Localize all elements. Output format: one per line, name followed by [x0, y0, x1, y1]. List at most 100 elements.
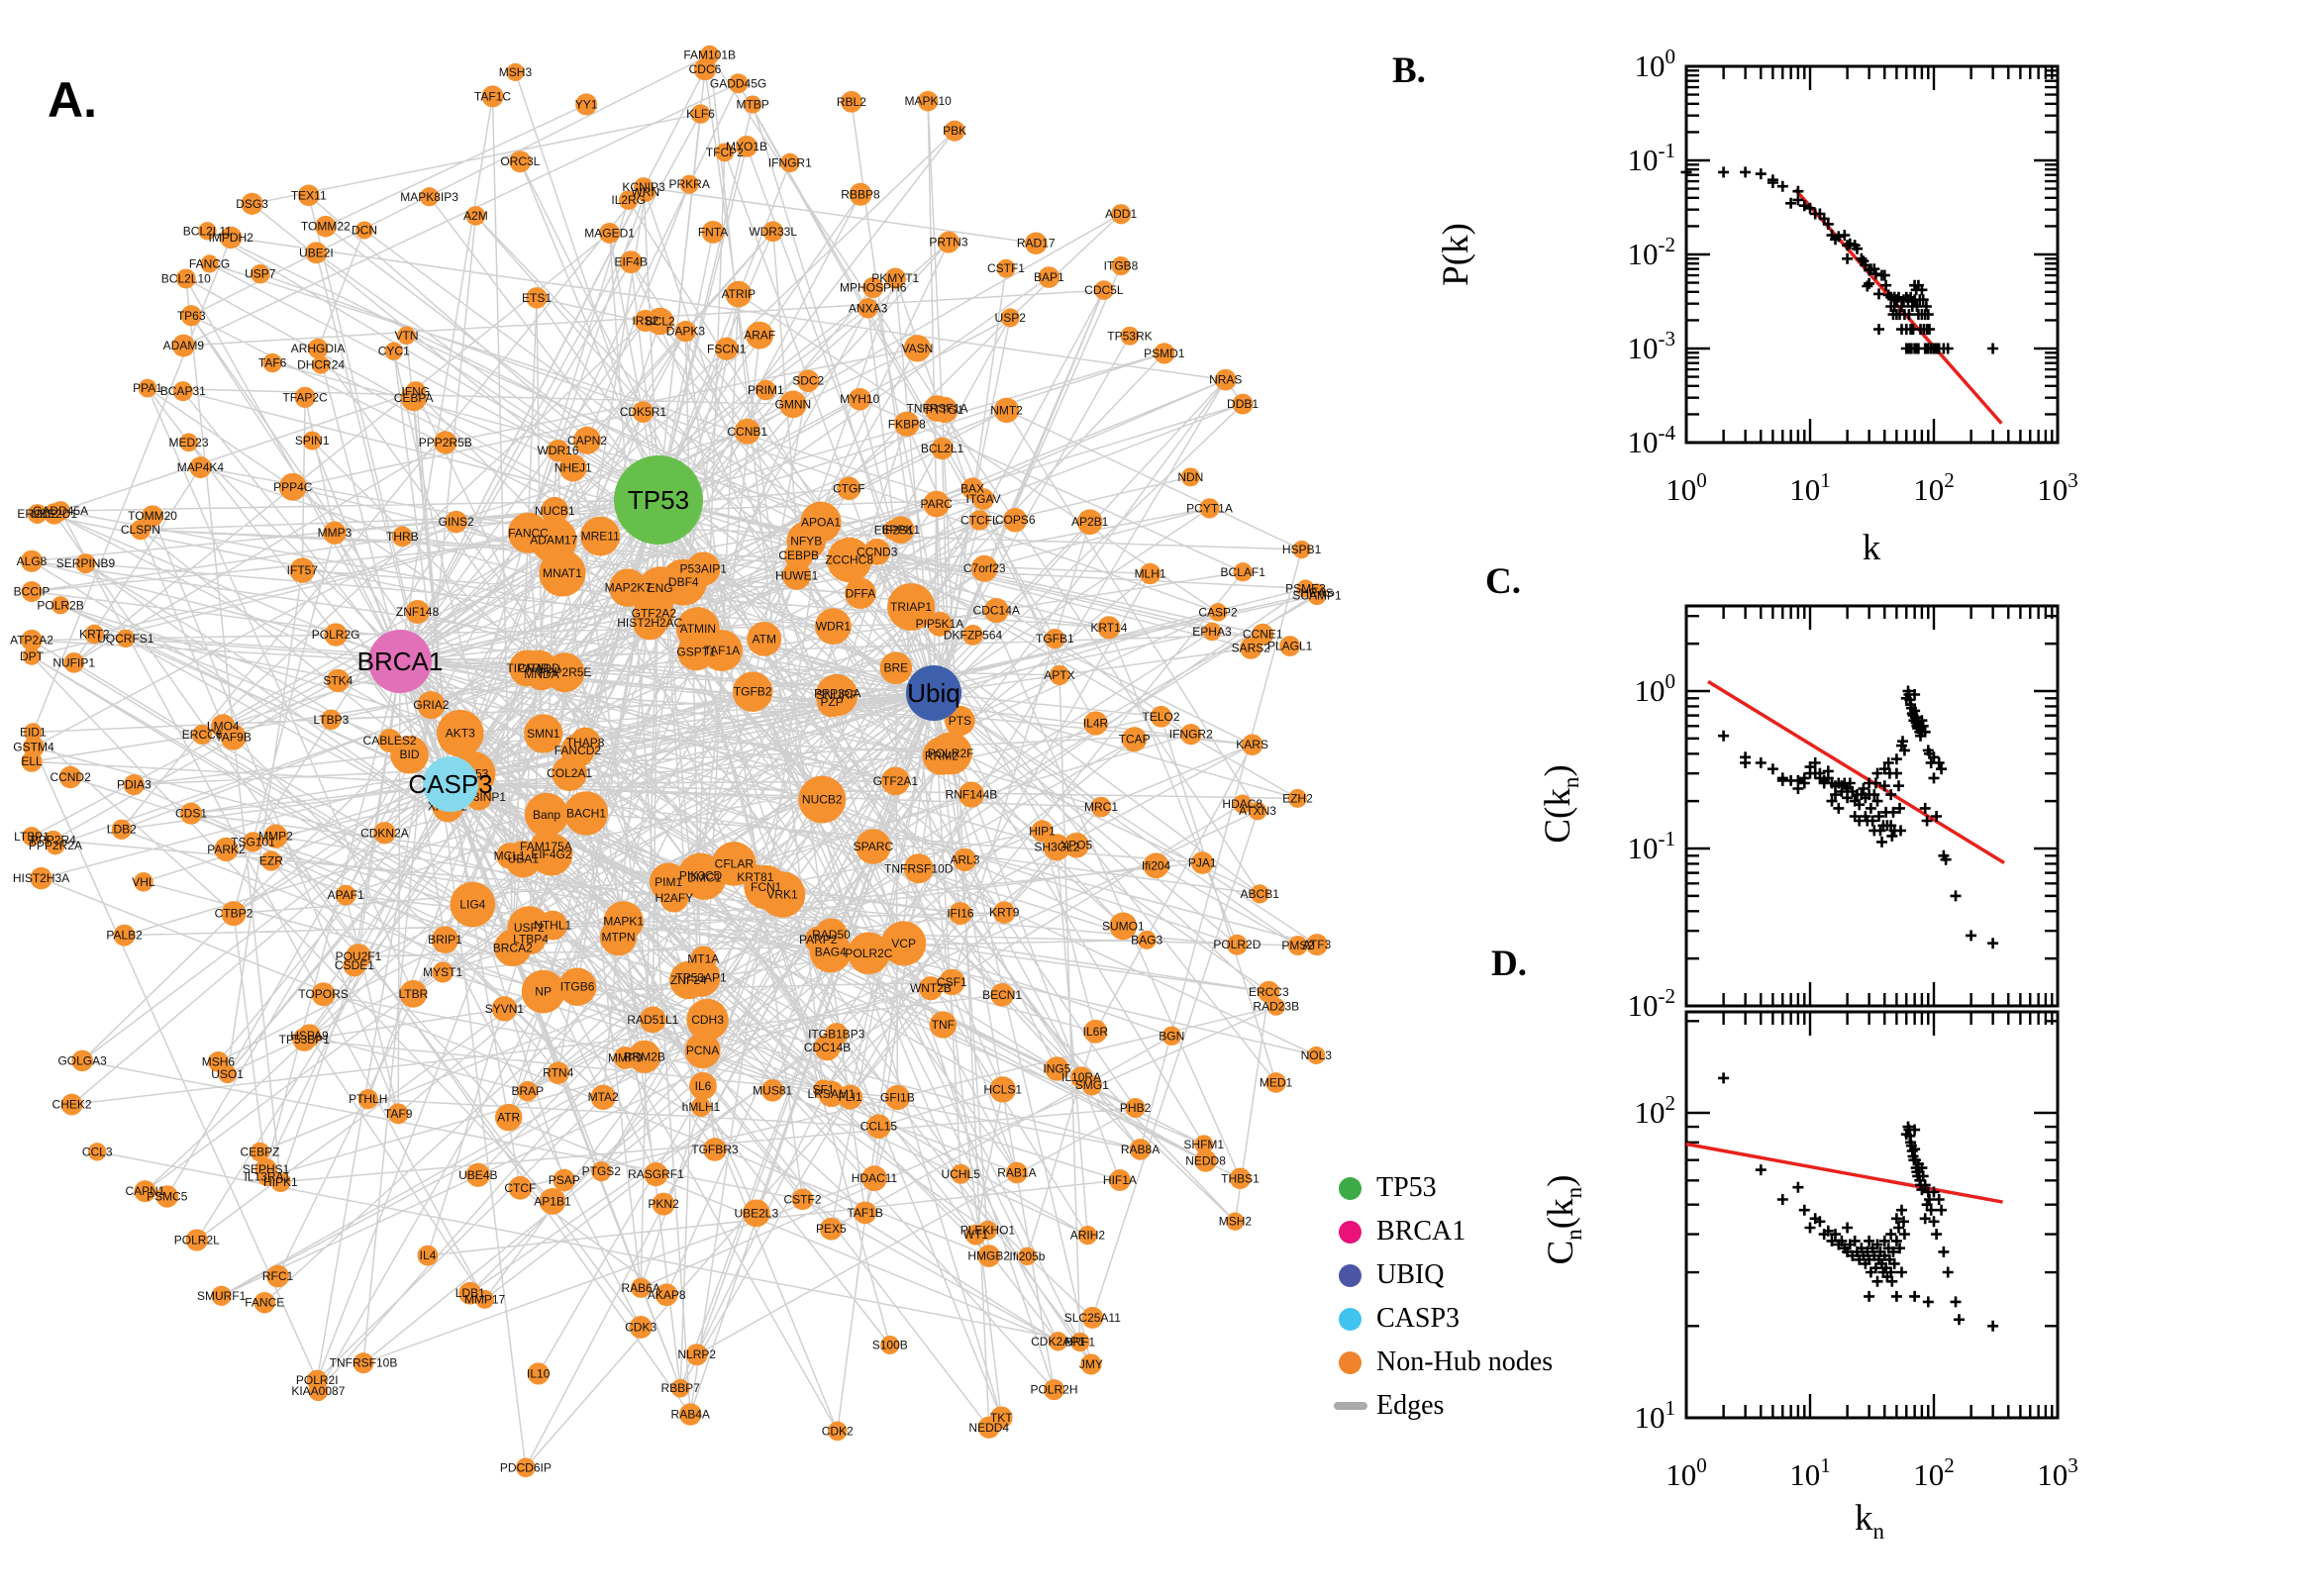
network-node-label: THAP8 [566, 736, 605, 749]
network-node [1077, 1225, 1098, 1246]
network-node-label: PARC [921, 497, 954, 511]
network-node-label: ARL3 [950, 852, 979, 866]
network-node [634, 309, 656, 333]
network-node-label: MUS81 [753, 1083, 792, 1097]
network-node [311, 982, 336, 1007]
network-node [219, 226, 243, 249]
network-node-label: NMT2 [990, 403, 1023, 417]
x-tick-label: 102 [1913, 1453, 1955, 1492]
network-node-label: CDH3 [691, 1013, 724, 1027]
network-node [1093, 280, 1114, 300]
network-node-label: TAF1C [474, 89, 511, 103]
network-node-label: HIPK1 [263, 1175, 298, 1189]
network-node [862, 276, 884, 299]
network-node [1003, 508, 1028, 533]
network-node-label: WDR16 [538, 444, 579, 457]
network-node-label: COPS6 [995, 513, 1036, 527]
network-node-label: MED23 [169, 436, 209, 449]
y-tick-label: 10-1 [1628, 139, 1676, 177]
network-node [744, 95, 762, 114]
network-node-label: KRT9 [989, 906, 1020, 920]
y-axis-label: Cn​(kn​) [1541, 1175, 1586, 1265]
network-node [256, 1166, 277, 1187]
network-node-label: TAF9 [384, 1107, 413, 1121]
network-node-label: MAP4K4 [177, 460, 225, 474]
network-node [22, 647, 42, 665]
network-node-label: CTCFL [960, 513, 999, 527]
network-node-label: DPT [20, 649, 45, 663]
hub-node-label: CASP3 [408, 769, 492, 799]
network-node-label: CCL3 [82, 1145, 113, 1158]
network-node [315, 215, 337, 238]
hub-node-casp3 [423, 756, 478, 812]
network-node-label: HIF1A [1103, 1173, 1137, 1187]
network-node-label: RAD51L1 [627, 1013, 678, 1027]
network-node [250, 263, 270, 284]
network-node-label: WRN [631, 185, 659, 199]
network-node-label: BCAP31 [160, 384, 206, 398]
network-node-label: FSCN1 [707, 342, 747, 355]
network-node [1229, 1167, 1252, 1190]
network-node-label: RAD23B [1253, 1000, 1299, 1014]
network-node-label: GMNN [775, 397, 812, 411]
network-node [1226, 934, 1248, 955]
network-node-label: EPHA3 [1192, 625, 1232, 639]
network-node-label: FKBP8 [888, 417, 926, 431]
network-node-label: PTHLH [349, 1092, 387, 1106]
network-node [972, 488, 994, 510]
network-node-label: USF2 [514, 921, 545, 935]
network-node-label: HRAS [1300, 586, 1333, 600]
x-tick-label: 101 [1789, 468, 1831, 507]
network-node [678, 1403, 702, 1426]
network-node [324, 623, 348, 647]
network-node-label: LTBP4 [513, 933, 549, 947]
network-node-label: CDC14A [973, 604, 1020, 618]
network-node-label: CCNE1 [1243, 628, 1283, 642]
network-node [962, 625, 983, 646]
network-node [1006, 1161, 1028, 1184]
network-node-label: MPHOSPH6 [840, 280, 907, 294]
network-node-label: MAGED1 [584, 226, 635, 240]
network-node-label: KARS [1236, 738, 1268, 751]
network-node [75, 553, 96, 574]
network-node-label: RBBP7 [660, 1381, 700, 1395]
network-node [613, 1046, 637, 1069]
network-node-label: VRK1 [766, 888, 798, 902]
network-node [826, 537, 872, 583]
network-node [1252, 623, 1274, 646]
network-node [397, 326, 416, 346]
network-node-label: UBE2D1 [31, 507, 77, 521]
network-node [631, 1277, 652, 1298]
network-node [266, 1264, 289, 1288]
network-node [172, 381, 193, 402]
legend-item-label: TP53 [1376, 1172, 1437, 1203]
network-node-label: SMN1 [527, 727, 560, 741]
network-node [1139, 562, 1162, 585]
network-node-label: IL4 [420, 1248, 437, 1262]
network-node-label: ERCC3 [1249, 985, 1289, 999]
network-node [335, 884, 356, 906]
network-node-label: SF1 [813, 1083, 835, 1097]
network-node [326, 668, 351, 693]
network-node [791, 1188, 814, 1211]
network-node [1258, 980, 1280, 1003]
network-node-label: CDK3 [625, 1320, 656, 1334]
network-node [669, 960, 708, 1000]
network-node [1081, 1306, 1104, 1329]
network-node [465, 1162, 490, 1187]
network-node [923, 490, 951, 518]
network-node-label: USO1 [211, 1067, 244, 1081]
network-node-label: TCAP [1119, 733, 1151, 747]
network-node-label: BAG4 [815, 945, 847, 958]
network-node-label: PTS [949, 714, 971, 728]
network-node-label: CSF1 [937, 975, 967, 989]
network-node-label: PPP2R2A [29, 839, 82, 852]
network-node [951, 1163, 971, 1184]
network-node [1250, 884, 1269, 904]
network-node [1190, 851, 1214, 874]
network-node [983, 598, 1009, 624]
network-node-label: ERCC2 [17, 507, 57, 521]
network-node [883, 519, 905, 541]
network-node-label: SPARC [854, 840, 894, 853]
network-node-label: SCAMP1 [1292, 589, 1342, 603]
